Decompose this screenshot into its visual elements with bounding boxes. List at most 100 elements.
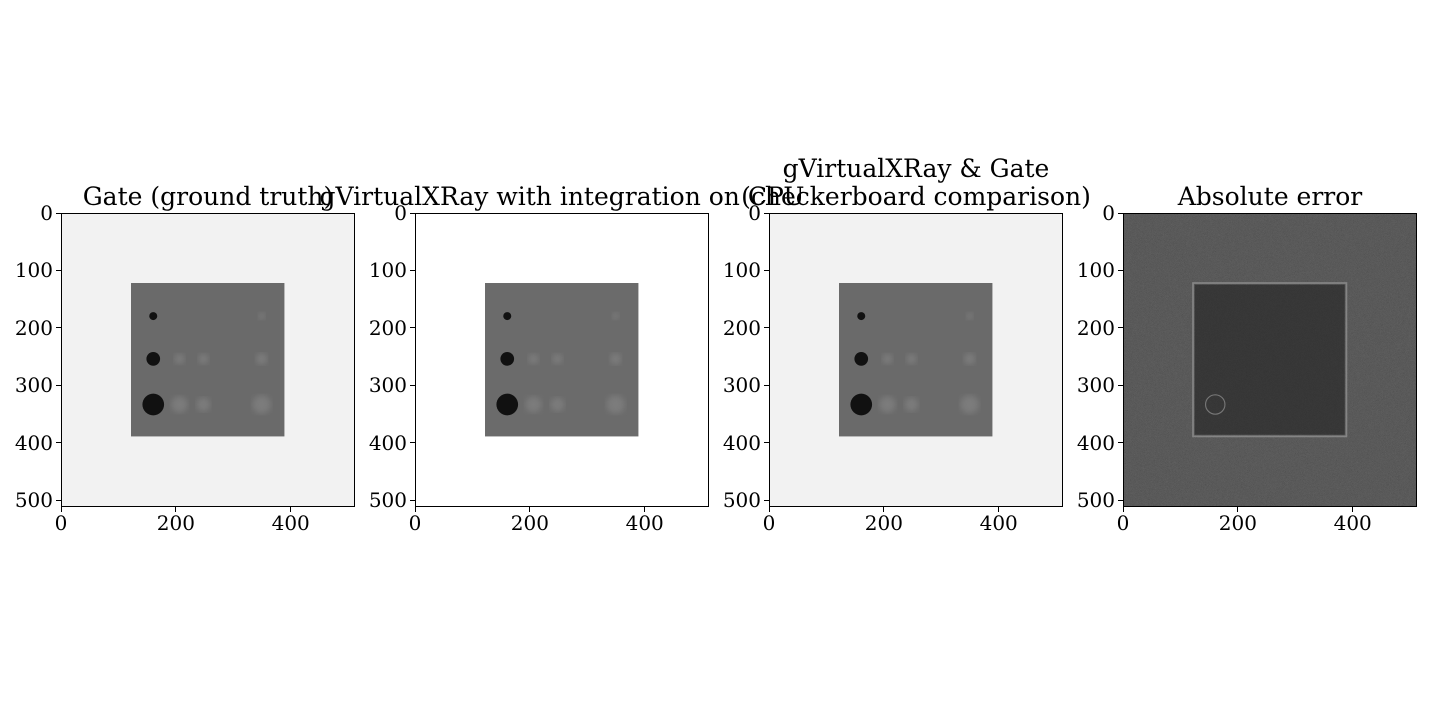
y-tick-mark bbox=[410, 442, 415, 444]
x-tick-mark bbox=[768, 507, 770, 512]
faint-insert bbox=[196, 397, 211, 412]
image-plot bbox=[415, 213, 709, 507]
y-tick-mark bbox=[56, 384, 61, 386]
x-tick-mark bbox=[529, 507, 531, 512]
faint-insert bbox=[525, 396, 542, 413]
y-tick-mark bbox=[410, 384, 415, 386]
y-tick-label: 500 bbox=[722, 488, 761, 513]
y-tick-mark bbox=[1118, 442, 1123, 444]
faint-insert bbox=[879, 396, 896, 413]
y-tick-mark bbox=[410, 499, 415, 501]
x-tick-label: 400 bbox=[625, 511, 664, 535]
image-plot bbox=[1123, 213, 1417, 507]
faint-insert bbox=[606, 395, 625, 414]
y-tick-label: 500 bbox=[1076, 488, 1115, 513]
y-tick-mark bbox=[56, 327, 61, 329]
y-tick-mark bbox=[1118, 384, 1123, 386]
y-tick-mark bbox=[764, 499, 769, 501]
y-tick-label: 300 bbox=[722, 373, 761, 398]
y-tick-label: 100 bbox=[14, 258, 53, 283]
x-tick-mark bbox=[883, 507, 885, 512]
faint-insert bbox=[550, 397, 565, 412]
x-tick-label: 400 bbox=[979, 511, 1018, 535]
dark-insert bbox=[500, 352, 515, 366]
dark-insert bbox=[142, 393, 165, 416]
faint-insert bbox=[882, 353, 893, 364]
x-tick-mark bbox=[1122, 507, 1124, 512]
x-tick-label: 400 bbox=[271, 511, 310, 535]
panel-title: (checkerboard comparison) bbox=[741, 182, 1091, 211]
x-tick-label: 200 bbox=[1218, 511, 1257, 535]
panel-title: gVirtualXRay with integration on CPU bbox=[319, 182, 805, 211]
dark-insert bbox=[857, 312, 866, 321]
faint-insert bbox=[612, 312, 620, 320]
x-tick-label: 0 bbox=[1116, 511, 1130, 535]
y-tick-label: 0 bbox=[394, 201, 407, 225]
square-edge bbox=[1192, 282, 1348, 438]
x-tick-mark bbox=[1352, 507, 1354, 512]
insert-edge-ring bbox=[1204, 394, 1226, 415]
y-tick-label: 300 bbox=[368, 373, 407, 398]
y-tick-label: 100 bbox=[722, 258, 761, 283]
dark-insert bbox=[496, 393, 519, 416]
faint-insert bbox=[960, 395, 979, 414]
y-tick-label: 100 bbox=[1076, 258, 1115, 283]
y-tick-mark bbox=[764, 212, 769, 214]
faint-insert bbox=[904, 397, 919, 412]
y-tick-label: 200 bbox=[722, 315, 761, 340]
panel-title: Gate (ground truth) bbox=[82, 182, 334, 211]
x-tick-mark bbox=[414, 507, 416, 512]
faint-insert bbox=[252, 395, 271, 414]
x-tick-label: 400 bbox=[1333, 511, 1372, 535]
image-canvas bbox=[416, 214, 708, 506]
faint-insert bbox=[528, 353, 539, 364]
y-tick-label: 200 bbox=[14, 315, 53, 340]
y-tick-label: 400 bbox=[722, 430, 761, 455]
y-tick-mark bbox=[410, 327, 415, 329]
image-canvas bbox=[62, 214, 354, 506]
image-canvas bbox=[1124, 214, 1416, 506]
image-plot bbox=[61, 213, 355, 507]
y-tick-mark bbox=[764, 327, 769, 329]
y-tick-label: 200 bbox=[1076, 315, 1115, 340]
y-tick-label: 300 bbox=[1076, 373, 1115, 398]
y-tick-mark bbox=[1118, 269, 1123, 271]
y-tick-label: 500 bbox=[368, 488, 407, 513]
faint-insert bbox=[966, 312, 974, 320]
y-tick-mark bbox=[56, 269, 61, 271]
x-tick-mark bbox=[290, 507, 292, 512]
panel-title: gVirtualXRay & Gate bbox=[782, 154, 1050, 183]
dark-insert bbox=[149, 312, 158, 321]
x-tick-mark bbox=[175, 507, 177, 512]
y-tick-mark bbox=[410, 212, 415, 214]
y-tick-label: 0 bbox=[1102, 201, 1115, 225]
y-tick-mark bbox=[764, 384, 769, 386]
image-canvas bbox=[770, 214, 1062, 506]
panel-title: Absolute error bbox=[1177, 182, 1363, 211]
faint-insert bbox=[609, 353, 622, 365]
x-tick-label: 0 bbox=[54, 511, 68, 535]
faint-insert bbox=[255, 353, 268, 365]
y-tick-mark bbox=[56, 499, 61, 501]
y-tick-label: 0 bbox=[40, 201, 53, 225]
y-tick-label: 0 bbox=[748, 201, 761, 225]
faint-insert bbox=[171, 396, 188, 413]
y-tick-label: 400 bbox=[1076, 430, 1115, 455]
y-tick-label: 500 bbox=[14, 488, 53, 513]
dark-insert bbox=[850, 393, 873, 416]
y-tick-label: 400 bbox=[368, 430, 407, 455]
y-tick-mark bbox=[56, 442, 61, 444]
x-tick-label: 0 bbox=[408, 511, 422, 535]
y-tick-label: 200 bbox=[368, 315, 407, 340]
x-tick-mark bbox=[60, 507, 62, 512]
dark-insert bbox=[854, 352, 869, 366]
square-interior bbox=[1194, 284, 1345, 435]
y-tick-mark bbox=[56, 212, 61, 214]
faint-insert bbox=[258, 312, 266, 320]
x-tick-mark bbox=[1237, 507, 1239, 512]
y-tick-mark bbox=[764, 269, 769, 271]
y-tick-mark bbox=[410, 269, 415, 271]
